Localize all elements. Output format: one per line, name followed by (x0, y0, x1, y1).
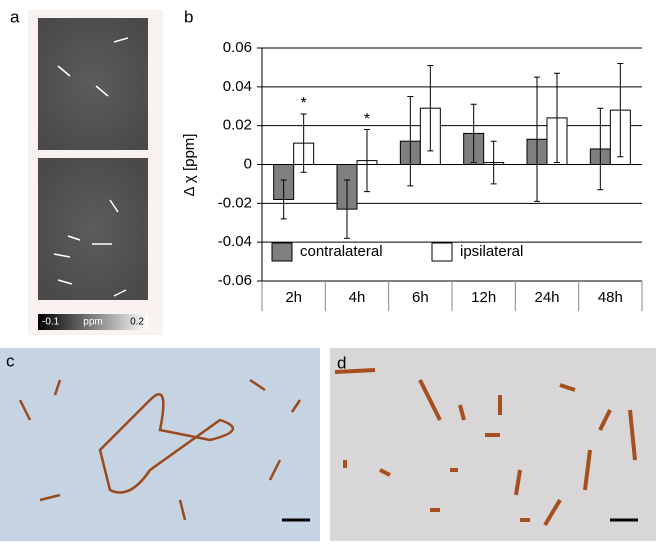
y-axis-label: Δ χ [ppm] (181, 134, 198, 197)
annotation: * (301, 95, 307, 112)
error-bar (534, 76, 540, 202)
legend-swatch (271, 242, 293, 262)
x-tick-label: 6h (412, 289, 429, 306)
error-bar (364, 129, 370, 193)
panel-label: c (6, 351, 15, 370)
legend-swatch (431, 242, 453, 262)
y-tick-label: -0.06 (218, 272, 252, 289)
error-bar (470, 103, 477, 164)
annotation: * (364, 111, 370, 128)
x-tick-label: 12h (471, 289, 496, 306)
y-tick-label: -0.02 (218, 194, 252, 211)
colorbar (38, 314, 148, 330)
histology-image (330, 348, 656, 541)
mri-image (38, 158, 148, 300)
y-tick-label: -0.04 (218, 233, 252, 250)
error-bar (554, 72, 560, 164)
error-bar (280, 179, 287, 220)
y-tick-label: 0 (244, 155, 252, 172)
arrows (53, 37, 129, 297)
vessels (334, 368, 637, 527)
error-bar (427, 64, 434, 152)
error-bar (597, 107, 604, 191)
panel-label: a (10, 7, 20, 26)
x-tick-label: 48h (598, 289, 623, 306)
colorbar-min: -0.1 (42, 317, 60, 328)
y-tick-label: 0.04 (223, 78, 252, 95)
error-bar (617, 63, 624, 158)
x-tick-label: 4h (349, 289, 366, 306)
panel-label: d (337, 353, 346, 372)
x-tick-label: 24h (534, 289, 559, 306)
y-tick-label: 0.06 (223, 39, 252, 56)
mri-image (38, 18, 148, 150)
error-bar (407, 96, 414, 187)
legend-label: contralateral (300, 243, 383, 260)
panel-label: b (184, 7, 193, 26)
legend-label: ipsilateral (460, 243, 523, 260)
x-tick-label: 2h (285, 289, 302, 306)
error-bar (300, 113, 307, 173)
error-bar (490, 140, 497, 185)
histology-image (0, 348, 320, 541)
colorbar-unit: ppm (83, 317, 102, 328)
error-bar (344, 179, 350, 239)
colorbar-max: 0.2 (130, 317, 144, 328)
vessels (18, 378, 302, 521)
y-tick-label: 0.02 (223, 117, 252, 134)
chart: b Δ χ [ppm] 0.06 0.04 0.02 0 -0.02 -0.04 -0.06… (181, 7, 643, 311)
